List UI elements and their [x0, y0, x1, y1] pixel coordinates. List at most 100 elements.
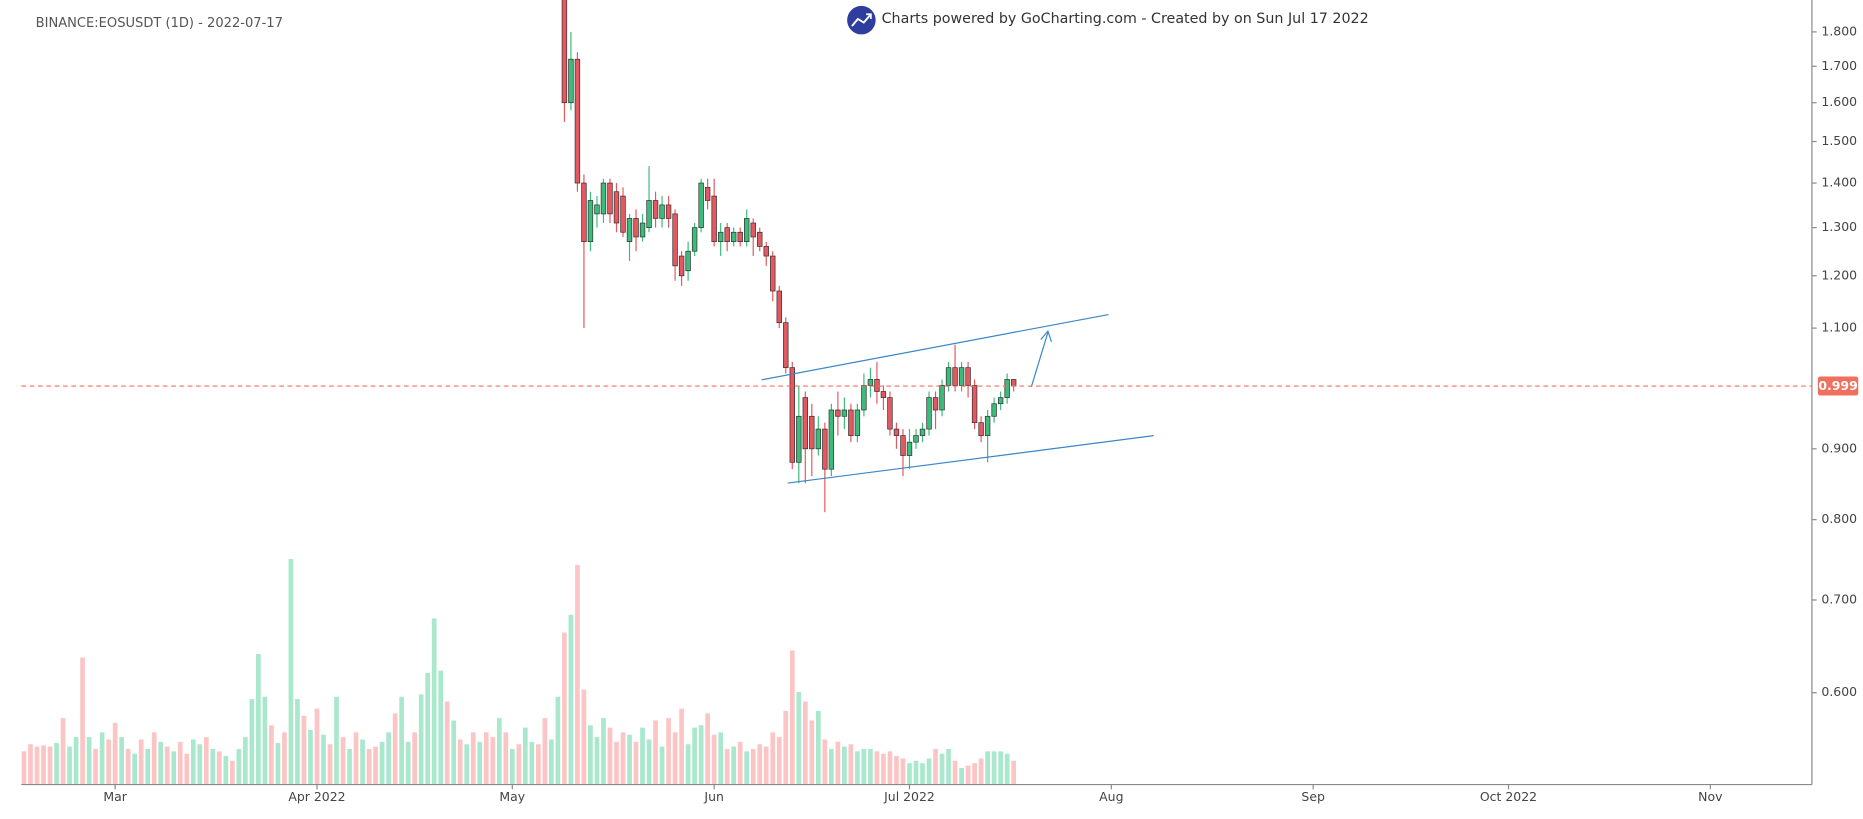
candle-body: [776, 290, 782, 324]
volume-bar: [438, 670, 444, 785]
volume-bar: [913, 760, 919, 785]
volume-bar: [184, 753, 190, 785]
volume-bar: [529, 741, 535, 785]
volume-bar: [672, 732, 678, 785]
volume-bar: [392, 713, 398, 785]
candle-body: [789, 367, 795, 463]
candle-body: [744, 218, 750, 243]
arrow-shaft: [1030, 332, 1049, 388]
candle-body: [711, 195, 717, 243]
volume-bar: [340, 737, 346, 785]
y-tick-label: 0.700: [1821, 591, 1857, 606]
volume-bar: [54, 743, 59, 785]
candle-body: [639, 222, 646, 238]
volume-bar: [418, 694, 424, 785]
volume-bar: [724, 748, 730, 785]
volume-bar: [861, 748, 867, 785]
volume-bar: [1011, 760, 1017, 785]
volume-bar: [138, 739, 144, 785]
drawings: [761, 313, 1154, 484]
volume-bar: [789, 650, 795, 785]
x-tick-label: Jul 2022: [883, 789, 935, 804]
volume-bar: [223, 756, 229, 785]
candle-body: [926, 397, 932, 430]
candle-body: [737, 231, 743, 243]
x-tick-label: Sep: [1301, 789, 1325, 804]
y-tick-label: 1.100: [1821, 320, 1857, 335]
volume-bar: [770, 732, 776, 785]
candle-body: [984, 415, 991, 436]
candle-body: [607, 182, 613, 215]
volume-bar: [269, 725, 274, 785]
volume-bar: [868, 748, 873, 785]
arrow-head: [1040, 329, 1053, 343]
candle-body: [828, 409, 835, 470]
chart-subtitle: Charts powered by GoCharting.com - Creat…: [882, 11, 1369, 27]
volume-bar: [190, 739, 196, 785]
last-price-box: [1817, 376, 1859, 396]
candle-body: [659, 204, 665, 219]
chart-title: BINANCE:EOSUSDT (1D) - 2022-07-17: [36, 16, 283, 31]
volume-bar: [314, 708, 320, 785]
volume-bar: [607, 727, 613, 785]
x-tick-label: Apr 2022: [288, 789, 345, 804]
volume-bar: [67, 746, 72, 785]
volume-bar: [282, 732, 287, 785]
candle-body: [900, 435, 906, 456]
volume-bar: [562, 632, 567, 785]
y-tick-label: 0.800: [1821, 511, 1857, 526]
volume-bar: [243, 737, 248, 785]
volume-bar: [874, 751, 880, 785]
volume-bar: [991, 751, 997, 785]
candle-body: [978, 422, 984, 436]
volume-bar: [744, 751, 750, 785]
candle-body: [822, 428, 828, 470]
candle-body: [581, 182, 587, 243]
candle-body: [1010, 379, 1017, 387]
volume-bar: [177, 741, 183, 785]
candle-body: [809, 415, 815, 450]
candle-body: [620, 195, 626, 233]
volume-bar: [353, 732, 359, 785]
volume-bar: [295, 699, 300, 785]
candle-body: [561, 0, 568, 104]
x-tick-label: May: [499, 789, 525, 804]
credit[interactable]: Charts powered by GoCharting.com - Creat…: [847, 5, 1369, 35]
y-tick-label: 0.600: [1821, 684, 1857, 699]
candle-body: [783, 322, 789, 369]
volume-bar: [536, 744, 541, 785]
candle-body: [730, 231, 737, 243]
candle-body: [945, 367, 952, 386]
channel-upper: [761, 313, 1109, 381]
volume-bar: [412, 732, 417, 785]
volume-bar: [229, 760, 235, 785]
volume-bar: [731, 746, 737, 785]
volume-bar: [542, 718, 548, 785]
volume-bar: [594, 737, 600, 785]
volume-bar: [581, 689, 587, 785]
last-price-label: 0.999: [1818, 378, 1857, 393]
x-tick-label: Nov: [1698, 789, 1722, 804]
candle-body: [971, 385, 978, 424]
volume-bar: [405, 741, 411, 785]
volume-bar: [939, 753, 945, 785]
candle-body: [939, 385, 945, 411]
volume-bar: [327, 744, 333, 785]
volume-bar: [972, 763, 977, 785]
volume-bar: [614, 741, 619, 785]
candle-body: [802, 397, 809, 450]
volume-bar: [698, 725, 704, 785]
volume-bar: [151, 732, 157, 785]
volume-bar: [711, 734, 717, 785]
candle-body: [965, 367, 971, 386]
volume-bar: [620, 732, 626, 785]
volume-bar: [425, 673, 431, 785]
candle-body: [652, 200, 659, 219]
volume-bar: [347, 748, 352, 785]
volume-bar: [750, 748, 756, 785]
volume-bar: [692, 727, 697, 785]
volume-bar: [985, 751, 990, 785]
volume-bar: [288, 559, 294, 785]
y-tick-label: 1.400: [1821, 175, 1857, 190]
volume-bar: [737, 741, 743, 785]
